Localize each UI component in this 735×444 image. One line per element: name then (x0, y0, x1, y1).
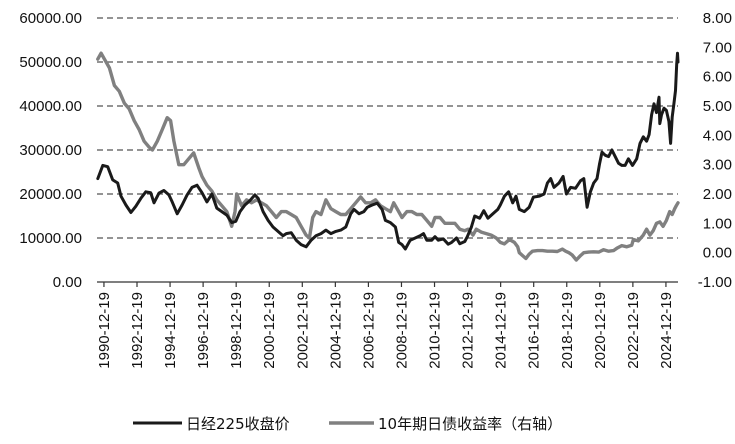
x-tick-label: 1994-12-19 (162, 292, 179, 369)
x-tick-label: 2006-12-19 (360, 292, 377, 369)
x-tick-label: 2002-12-19 (294, 292, 311, 369)
axes (97, 281, 678, 287)
right-tick-label: 6.00 (703, 69, 732, 86)
gridlines (97, 17, 678, 239)
series-line-jgb-yield (96, 51, 680, 262)
right-tick-label: 3.00 (703, 157, 732, 174)
right-tick-label: 1.00 (703, 215, 732, 232)
x-tick-label: 2000-12-19 (261, 292, 278, 369)
right-axis-ticks: -1.00 0.00 1.00 2.00 3.00 4.00 5.00 6.00 7.00 8.0… (698, 10, 732, 291)
right-tick-label: 0.00 (703, 245, 732, 262)
right-tick-label: 7.00 (703, 39, 732, 56)
left-axis-ticks: 0.00 10000.00 20000.00 30000.00 40000.00 5000… (19, 10, 82, 291)
right-tick-label: 4.00 (703, 127, 732, 144)
series-line-nikkei (96, 51, 680, 251)
left-tick-label: 0.00 (53, 274, 82, 291)
x-tick-label: 2022-12-19 (625, 292, 642, 369)
legend-label-jgb-yield: 10年期日债收益率（右轴） (378, 415, 562, 433)
right-tick-label: -1.00 (698, 274, 732, 291)
x-tick-label: 1996-12-19 (195, 292, 212, 369)
left-tick-label: 40000.00 (19, 98, 82, 115)
left-tick-label: 20000.00 (19, 186, 82, 203)
x-tick-label: 2014-12-19 (493, 292, 510, 369)
legend: 日经225收盘价 10年期日债收益率（右轴） (133, 415, 562, 433)
right-tick-label: 5.00 (703, 98, 732, 115)
x-tick-label: 1998-12-19 (228, 292, 245, 369)
series-lines (96, 51, 680, 262)
x-tick-label: 1990-12-19 (96, 292, 113, 369)
x-tick-label: 2010-12-19 (427, 292, 444, 369)
x-tick-label: 2018-12-19 (559, 292, 576, 369)
left-tick-label: 30000.00 (19, 142, 82, 159)
x-tick-label: 2020-12-19 (592, 292, 609, 369)
x-tick-label: 2004-12-19 (327, 292, 344, 369)
left-tick-label: 60000.00 (19, 10, 82, 27)
left-tick-label: 50000.00 (19, 54, 82, 71)
x-axis-ticks: 1990-12-19 1992-12-19 1994-12-19 1996-12-19… (96, 292, 675, 369)
x-tick-label: 2008-12-19 (393, 292, 410, 369)
legend-label-nikkei: 日经225收盘价 (186, 415, 290, 433)
right-tick-label: 8.00 (703, 10, 732, 27)
x-tick-label: 2024-12-19 (658, 292, 675, 369)
x-tick-label: 2012-12-19 (460, 292, 477, 369)
right-tick-label: 2.00 (703, 186, 732, 203)
left-tick-label: 10000.00 (19, 230, 82, 247)
x-tick-label: 1992-12-19 (129, 292, 146, 369)
x-tick-label: 2016-12-19 (526, 292, 543, 369)
